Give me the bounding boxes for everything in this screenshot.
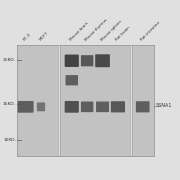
Text: Mouse brain: Mouse brain bbox=[69, 22, 89, 42]
FancyBboxPatch shape bbox=[65, 55, 79, 67]
Text: Mouse thymus: Mouse thymus bbox=[84, 18, 109, 42]
Text: 10KD-: 10KD- bbox=[3, 138, 16, 142]
Bar bbox=[130, 45, 132, 156]
FancyBboxPatch shape bbox=[96, 102, 109, 112]
Text: PC-3: PC-3 bbox=[23, 33, 32, 42]
FancyBboxPatch shape bbox=[66, 75, 78, 85]
Text: SSNA1: SSNA1 bbox=[156, 103, 172, 108]
FancyBboxPatch shape bbox=[37, 102, 45, 111]
FancyBboxPatch shape bbox=[95, 54, 110, 67]
Text: 25KD-: 25KD- bbox=[3, 58, 16, 62]
Bar bbox=[17, 45, 154, 156]
FancyBboxPatch shape bbox=[81, 55, 93, 66]
Text: Rat intestine: Rat intestine bbox=[140, 21, 161, 42]
Text: Rat brain: Rat brain bbox=[115, 26, 131, 42]
FancyBboxPatch shape bbox=[136, 101, 150, 112]
FancyBboxPatch shape bbox=[111, 101, 125, 112]
Bar bbox=[58, 45, 60, 156]
FancyBboxPatch shape bbox=[18, 101, 33, 113]
Text: Mouse spleen: Mouse spleen bbox=[100, 19, 122, 42]
Text: MCF7: MCF7 bbox=[38, 31, 49, 42]
FancyBboxPatch shape bbox=[65, 101, 79, 113]
FancyBboxPatch shape bbox=[81, 102, 93, 112]
Text: 15KD-: 15KD- bbox=[3, 102, 16, 106]
